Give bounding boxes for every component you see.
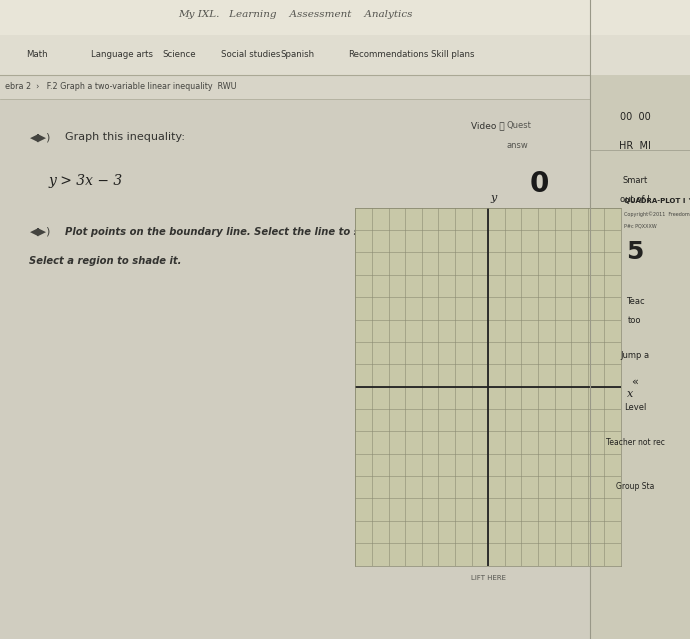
Text: Teacher not rec: Teacher not rec bbox=[606, 438, 664, 447]
Text: Language arts: Language arts bbox=[92, 50, 153, 59]
Bar bbox=[0, 35, 590, 75]
Text: My IXL.   Learning    Assessment    Analytics: My IXL. Learning Assessment Analytics bbox=[178, 10, 412, 19]
Text: P#c PQXXXW: P#c PQXXXW bbox=[624, 224, 657, 229]
Bar bbox=[0, 75, 590, 99]
Bar bbox=[0, 0, 590, 35]
Text: slap: slap bbox=[448, 256, 466, 265]
Text: Social studies: Social studies bbox=[221, 50, 281, 59]
Text: Math: Math bbox=[26, 50, 48, 59]
Text: out of I: out of I bbox=[620, 195, 650, 204]
Text: «: « bbox=[631, 377, 638, 387]
Text: Graph this inequality:: Graph this inequality: bbox=[65, 132, 185, 142]
Text: y: y bbox=[491, 192, 497, 203]
Text: Recommendations: Recommendations bbox=[348, 50, 428, 59]
Text: 00  00: 00 00 bbox=[620, 112, 651, 122]
Text: answ: answ bbox=[506, 141, 528, 150]
Bar bbox=[590, 0, 690, 35]
Text: Spanish: Spanish bbox=[280, 50, 315, 59]
Text: Smart: Smart bbox=[622, 176, 648, 185]
Text: x: x bbox=[627, 389, 633, 399]
Text: Video Ⓡ: Video Ⓡ bbox=[471, 121, 504, 130]
Text: Ti: Ti bbox=[448, 227, 455, 236]
Text: Jump a: Jump a bbox=[620, 351, 649, 360]
Text: Plot points on the boundary line. Select the line to switch between solid and do: Plot points on the boundary line. Select… bbox=[65, 227, 542, 237]
Text: Group Sta: Group Sta bbox=[615, 482, 654, 491]
Text: 0: 0 bbox=[530, 170, 549, 198]
Text: LIFT HERE: LIFT HERE bbox=[471, 575, 506, 581]
Text: Teac: Teac bbox=[626, 297, 644, 306]
Bar bbox=[0, 99, 590, 639]
Text: Level: Level bbox=[624, 403, 646, 412]
Text: y > 3x − 3: y > 3x − 3 bbox=[48, 174, 123, 188]
Text: Select a region to shade it.: Select a region to shade it. bbox=[30, 256, 182, 266]
Text: QUADRA-PLOT I ™: QUADRA-PLOT I ™ bbox=[624, 199, 690, 204]
Text: Science: Science bbox=[162, 50, 196, 59]
Text: HR  MI: HR MI bbox=[619, 141, 651, 151]
Bar bbox=[590, 35, 690, 75]
Text: too: too bbox=[628, 316, 642, 325]
Text: 5: 5 bbox=[627, 240, 644, 264]
Text: Quest: Quest bbox=[506, 121, 531, 130]
Text: Skill plans: Skill plans bbox=[431, 50, 474, 59]
Text: ◀▶): ◀▶) bbox=[30, 227, 51, 237]
Text: ebra 2  ›   F.2 Graph a two-variable linear inequality  RWU: ebra 2 › F.2 Graph a two-variable linear… bbox=[5, 82, 237, 91]
Text: ◀▶): ◀▶) bbox=[30, 132, 51, 142]
Text: Copyright©2011  Freedome Peach: Copyright©2011 Freedome Peach bbox=[624, 212, 690, 217]
